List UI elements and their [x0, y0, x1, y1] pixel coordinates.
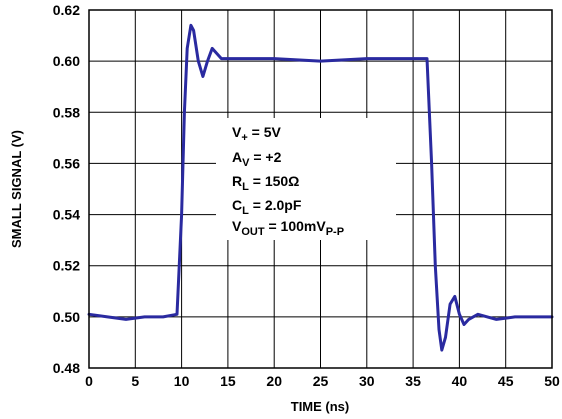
annotation-cl: CL = 2.0pF [232, 197, 302, 217]
x-tick-label: 5 [131, 373, 139, 389]
y-tick-label: 0.50 [53, 309, 80, 325]
series-line [87, 23, 554, 352]
x-tick-label: 15 [220, 373, 236, 389]
y-tick-label: 0.58 [53, 104, 80, 120]
x-tick-label: 35 [405, 373, 421, 389]
y-tick-label: 0.52 [53, 258, 80, 274]
y-tick-label: 0.48 [53, 360, 80, 376]
x-tick-label: 25 [313, 373, 329, 389]
x-tick-label: 45 [498, 373, 514, 389]
x-tick-label: 50 [544, 373, 560, 389]
annotation: V+ = 5V AV = +2 RL = 150Ω CL = 2.0pF VOU… [232, 124, 344, 238]
y-tick-label: 0.62 [53, 2, 80, 18]
x-tick-label: 20 [266, 373, 282, 389]
x-tick-label: 40 [452, 373, 468, 389]
x-axis-title: TIME (ns) [291, 399, 350, 414]
y-tick-label: 0.54 [53, 207, 80, 223]
x-tick-labels: 0 5 10 15 20 25 30 35 40 45 50 [85, 373, 560, 389]
x-tick-label: 10 [174, 373, 190, 389]
annotation-av: AV = +2 [232, 149, 282, 169]
x-tick-label: 30 [359, 373, 375, 389]
plot-frame [88, 9, 553, 369]
annotation-vout: VOUT = 100mVP-P [232, 218, 344, 238]
y-tick-label: 0.56 [53, 155, 80, 171]
x-tick-label: 0 [85, 373, 93, 389]
annotation-rl: RL = 150Ω [232, 173, 299, 193]
y-axis-title: SMALL SIGNAL (V) [9, 130, 24, 248]
annotation-box [216, 118, 396, 240]
y-tick-label: 0.60 [53, 53, 80, 69]
annotation-vplus: V+ = 5V [232, 124, 282, 144]
y-tick-labels: 0.48 0.50 0.52 0.54 0.56 0.58 0.60 0.62 [53, 2, 80, 376]
